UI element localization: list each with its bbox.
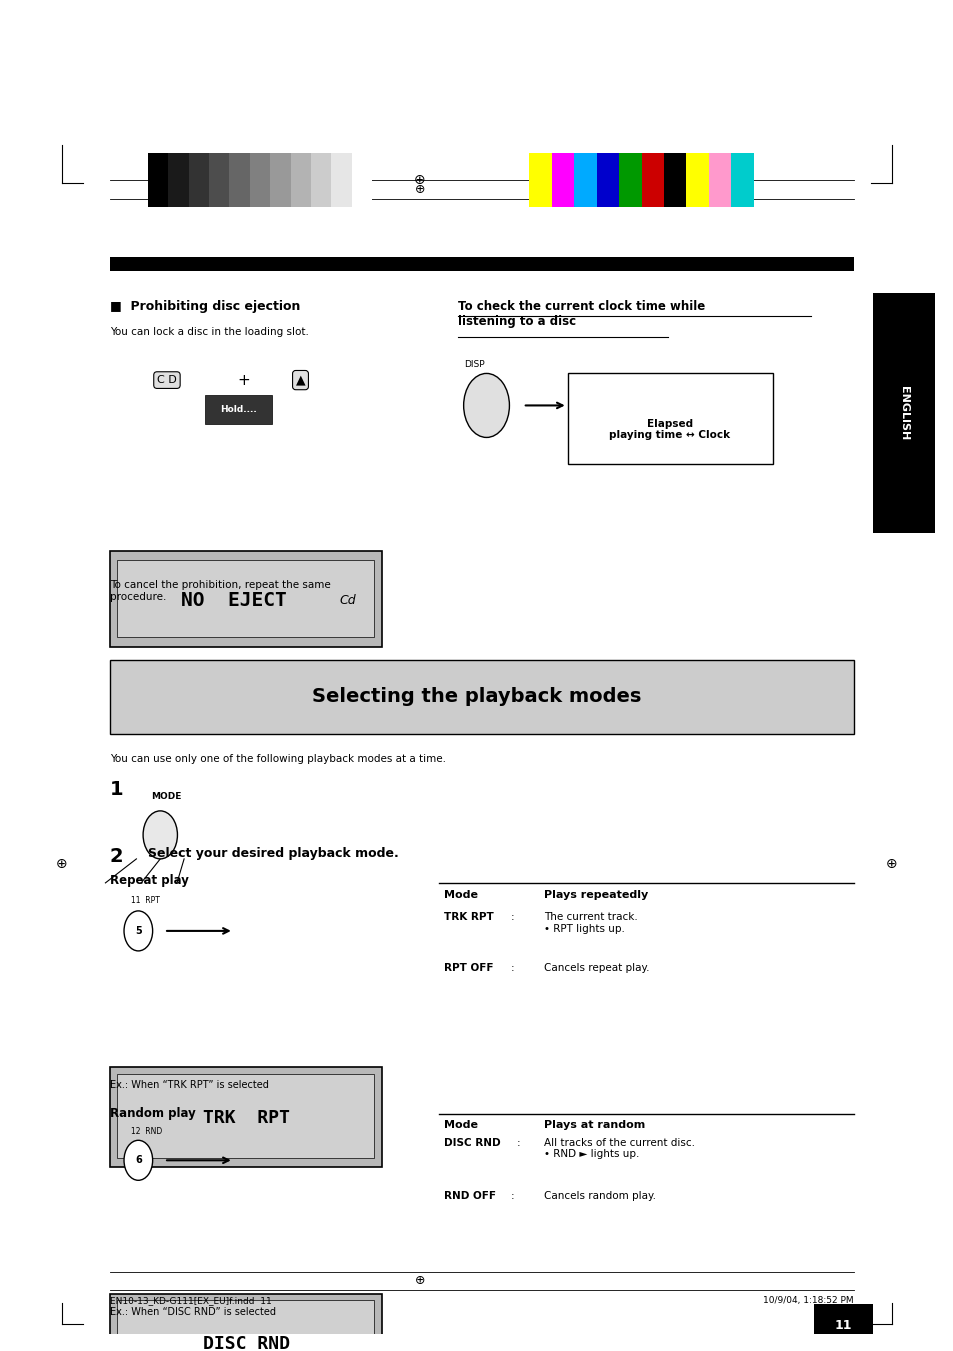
Text: ENGLISH: ENGLISH (898, 386, 908, 440)
Text: DISP: DISP (464, 361, 485, 369)
Bar (708, 154, 731, 207)
Text: RPT OFF: RPT OFF (443, 963, 493, 973)
Bar (567, 373, 772, 465)
Bar (872, 293, 934, 534)
Text: ▲: ▲ (295, 374, 305, 386)
Text: +: + (236, 373, 250, 388)
Circle shape (124, 911, 152, 951)
Bar (189, 154, 209, 207)
Circle shape (463, 373, 509, 438)
Text: Cd: Cd (339, 593, 356, 607)
Text: ⊕: ⊕ (414, 1274, 425, 1288)
Text: 11  RPT: 11 RPT (131, 896, 159, 905)
Bar (110, 661, 853, 734)
Text: RND OFF: RND OFF (443, 1192, 496, 1201)
Bar (110, 1294, 381, 1351)
Bar (641, 154, 663, 207)
Bar (229, 154, 250, 207)
Text: Ex.: When “DISC RND” is selected: Ex.: When “DISC RND” is selected (110, 1306, 275, 1317)
Text: Elapsed
playing time ↔ Clock: Elapsed playing time ↔ Clock (609, 419, 729, 440)
Bar (110, 1067, 381, 1167)
Bar (117, 1074, 374, 1158)
Text: Cancels random play.: Cancels random play. (543, 1192, 655, 1201)
Circle shape (124, 1140, 152, 1181)
Bar (574, 154, 597, 207)
Bar (117, 561, 374, 638)
Text: Hold....: Hold.... (220, 405, 256, 413)
Bar (663, 154, 686, 207)
Text: To cancel the prohibition, repeat the same
procedure.: To cancel the prohibition, repeat the sa… (110, 580, 330, 601)
Text: :: : (510, 1192, 514, 1201)
Text: Plays repeatedly: Plays repeatedly (543, 889, 647, 900)
Text: 10/9/04, 1:18:52 PM: 10/9/04, 1:18:52 PM (762, 1297, 853, 1305)
Bar (597, 154, 618, 207)
Bar (685, 154, 708, 207)
Text: Cancels repeat play.: Cancels repeat play. (543, 963, 649, 973)
Text: Ex.: When “TRK RPT” is selected: Ex.: When “TRK RPT” is selected (110, 1081, 269, 1090)
Bar (551, 154, 574, 207)
Text: :: : (517, 1138, 520, 1147)
Text: 6: 6 (134, 1155, 142, 1166)
Text: EN10-13_KD-G111[EX_EU]f.indd  11: EN10-13_KD-G111[EX_EU]f.indd 11 (110, 1297, 272, 1305)
Text: ⊕: ⊕ (414, 173, 425, 186)
Text: 11: 11 (834, 1319, 851, 1332)
Bar (250, 154, 270, 207)
Bar (168, 154, 189, 207)
Bar (529, 154, 551, 207)
Text: ⊕: ⊕ (56, 858, 68, 871)
Bar (117, 1300, 374, 1351)
Bar (270, 154, 291, 207)
Bar (291, 154, 311, 207)
Text: You can use only one of the following playback modes at a time.: You can use only one of the following pl… (110, 754, 445, 763)
Text: Select your desired playback mode.: Select your desired playback mode. (148, 847, 398, 859)
Text: ⊕: ⊕ (885, 858, 897, 871)
Text: Repeat play: Repeat play (110, 874, 189, 886)
Bar (110, 258, 853, 270)
Text: Random play: Random play (110, 1106, 195, 1120)
Bar (352, 154, 372, 207)
Bar (209, 154, 229, 207)
Text: MODE: MODE (151, 792, 181, 801)
Text: All tracks of the current disc.
• RND ► lights up.: All tracks of the current disc. • RND ► … (543, 1138, 694, 1159)
Text: TRK  RPT: TRK RPT (202, 1109, 290, 1127)
Text: Selecting the playback modes: Selecting the playback modes (312, 688, 641, 707)
Text: 1: 1 (110, 780, 123, 800)
Bar (618, 154, 640, 207)
Text: The current track.
• RPT lights up.: The current track. • RPT lights up. (543, 912, 637, 934)
Text: DISC RND: DISC RND (443, 1138, 499, 1147)
Text: :: : (510, 912, 514, 923)
Text: C D: C D (157, 376, 176, 385)
Text: NO  EJECT: NO EJECT (181, 590, 286, 609)
Text: 12  RND: 12 RND (131, 1127, 162, 1136)
Bar (331, 154, 352, 207)
Text: 5: 5 (134, 925, 142, 936)
Text: ■  Prohibiting disc ejection: ■ Prohibiting disc ejection (110, 300, 300, 313)
Text: Plays at random: Plays at random (543, 1120, 644, 1131)
Text: ⊕: ⊕ (414, 182, 425, 196)
Bar (311, 154, 331, 207)
Text: Mode: Mode (443, 1120, 477, 1131)
Text: 2: 2 (110, 847, 123, 866)
Circle shape (143, 811, 177, 859)
Bar (731, 154, 753, 207)
Bar (110, 551, 381, 647)
Bar (813, 1304, 872, 1347)
Text: DISC RND: DISC RND (202, 1335, 290, 1351)
Text: TRK RPT: TRK RPT (443, 912, 493, 923)
Text: To check the current clock time while
listening to a disc: To check the current clock time while li… (457, 300, 704, 328)
Text: Mode: Mode (443, 889, 477, 900)
Bar (148, 154, 168, 207)
Text: You can lock a disc in the loading slot.: You can lock a disc in the loading slot. (110, 327, 308, 336)
Bar (205, 394, 272, 424)
Text: :: : (510, 963, 514, 973)
